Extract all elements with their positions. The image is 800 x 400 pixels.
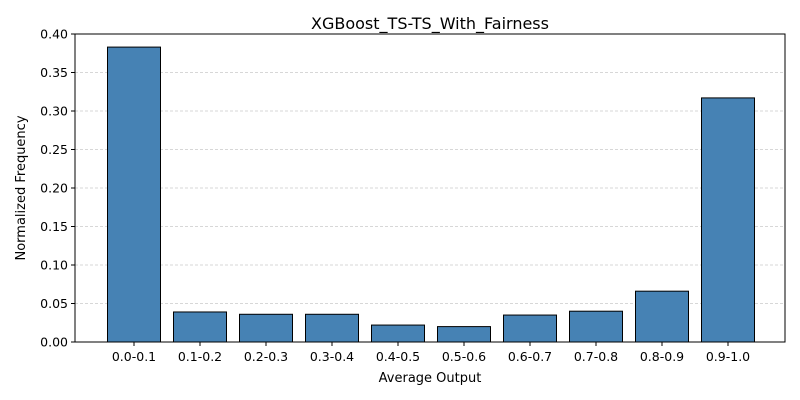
x-tick-label: 0.5-0.6 <box>442 349 486 364</box>
y-tick-label: 0.25 <box>40 142 68 157</box>
y-tick-label: 0.30 <box>40 104 68 119</box>
y-tick-label: 0.35 <box>40 65 68 80</box>
bar <box>701 97 755 343</box>
x-tick-label: 0.8-0.9 <box>640 349 684 364</box>
bar <box>305 313 359 343</box>
y-axis-label: Normalized Frequency <box>14 115 29 260</box>
bar <box>503 314 557 343</box>
x-tick-label: 0.3-0.4 <box>310 349 354 364</box>
x-axis-label: Average Output <box>379 371 482 386</box>
bar <box>239 313 293 343</box>
bar <box>107 46 161 343</box>
bars <box>107 46 755 343</box>
y-axis-ticks: 0.00 0.05 0.10 0.15 0.20 0.25 0.30 0.35 0.40 <box>40 27 75 350</box>
bar <box>635 290 689 343</box>
bar <box>371 324 425 343</box>
y-tick-label: 0.20 <box>40 181 68 196</box>
y-tick-label: 0.00 <box>40 335 68 350</box>
x-tick-label: 0.1-0.2 <box>178 349 222 364</box>
x-tick-label: 0.7-0.8 <box>574 349 618 364</box>
y-tick-label: 0.05 <box>40 296 68 311</box>
x-tick-label: 0.9-1.0 <box>706 349 750 364</box>
bar <box>437 326 491 343</box>
y-tick-label: 0.40 <box>40 27 68 42</box>
bar <box>569 310 623 343</box>
bar <box>173 311 227 343</box>
x-tick-label: 0.0-0.1 <box>112 349 156 364</box>
y-tick-label: 0.15 <box>40 219 68 234</box>
x-tick-label: 0.2-0.3 <box>244 349 288 364</box>
x-axis-ticks: 0.0-0.1 0.1-0.2 0.2-0.3 0.3-0.4 0.4-0.5 0.5-0… <box>112 342 750 364</box>
x-tick-label: 0.6-0.7 <box>508 349 552 364</box>
x-tick-label: 0.4-0.5 <box>376 349 420 364</box>
chart-title: XGBoost_TS-TS_With_Fairness <box>311 14 549 34</box>
y-tick-label: 0.10 <box>40 258 68 273</box>
